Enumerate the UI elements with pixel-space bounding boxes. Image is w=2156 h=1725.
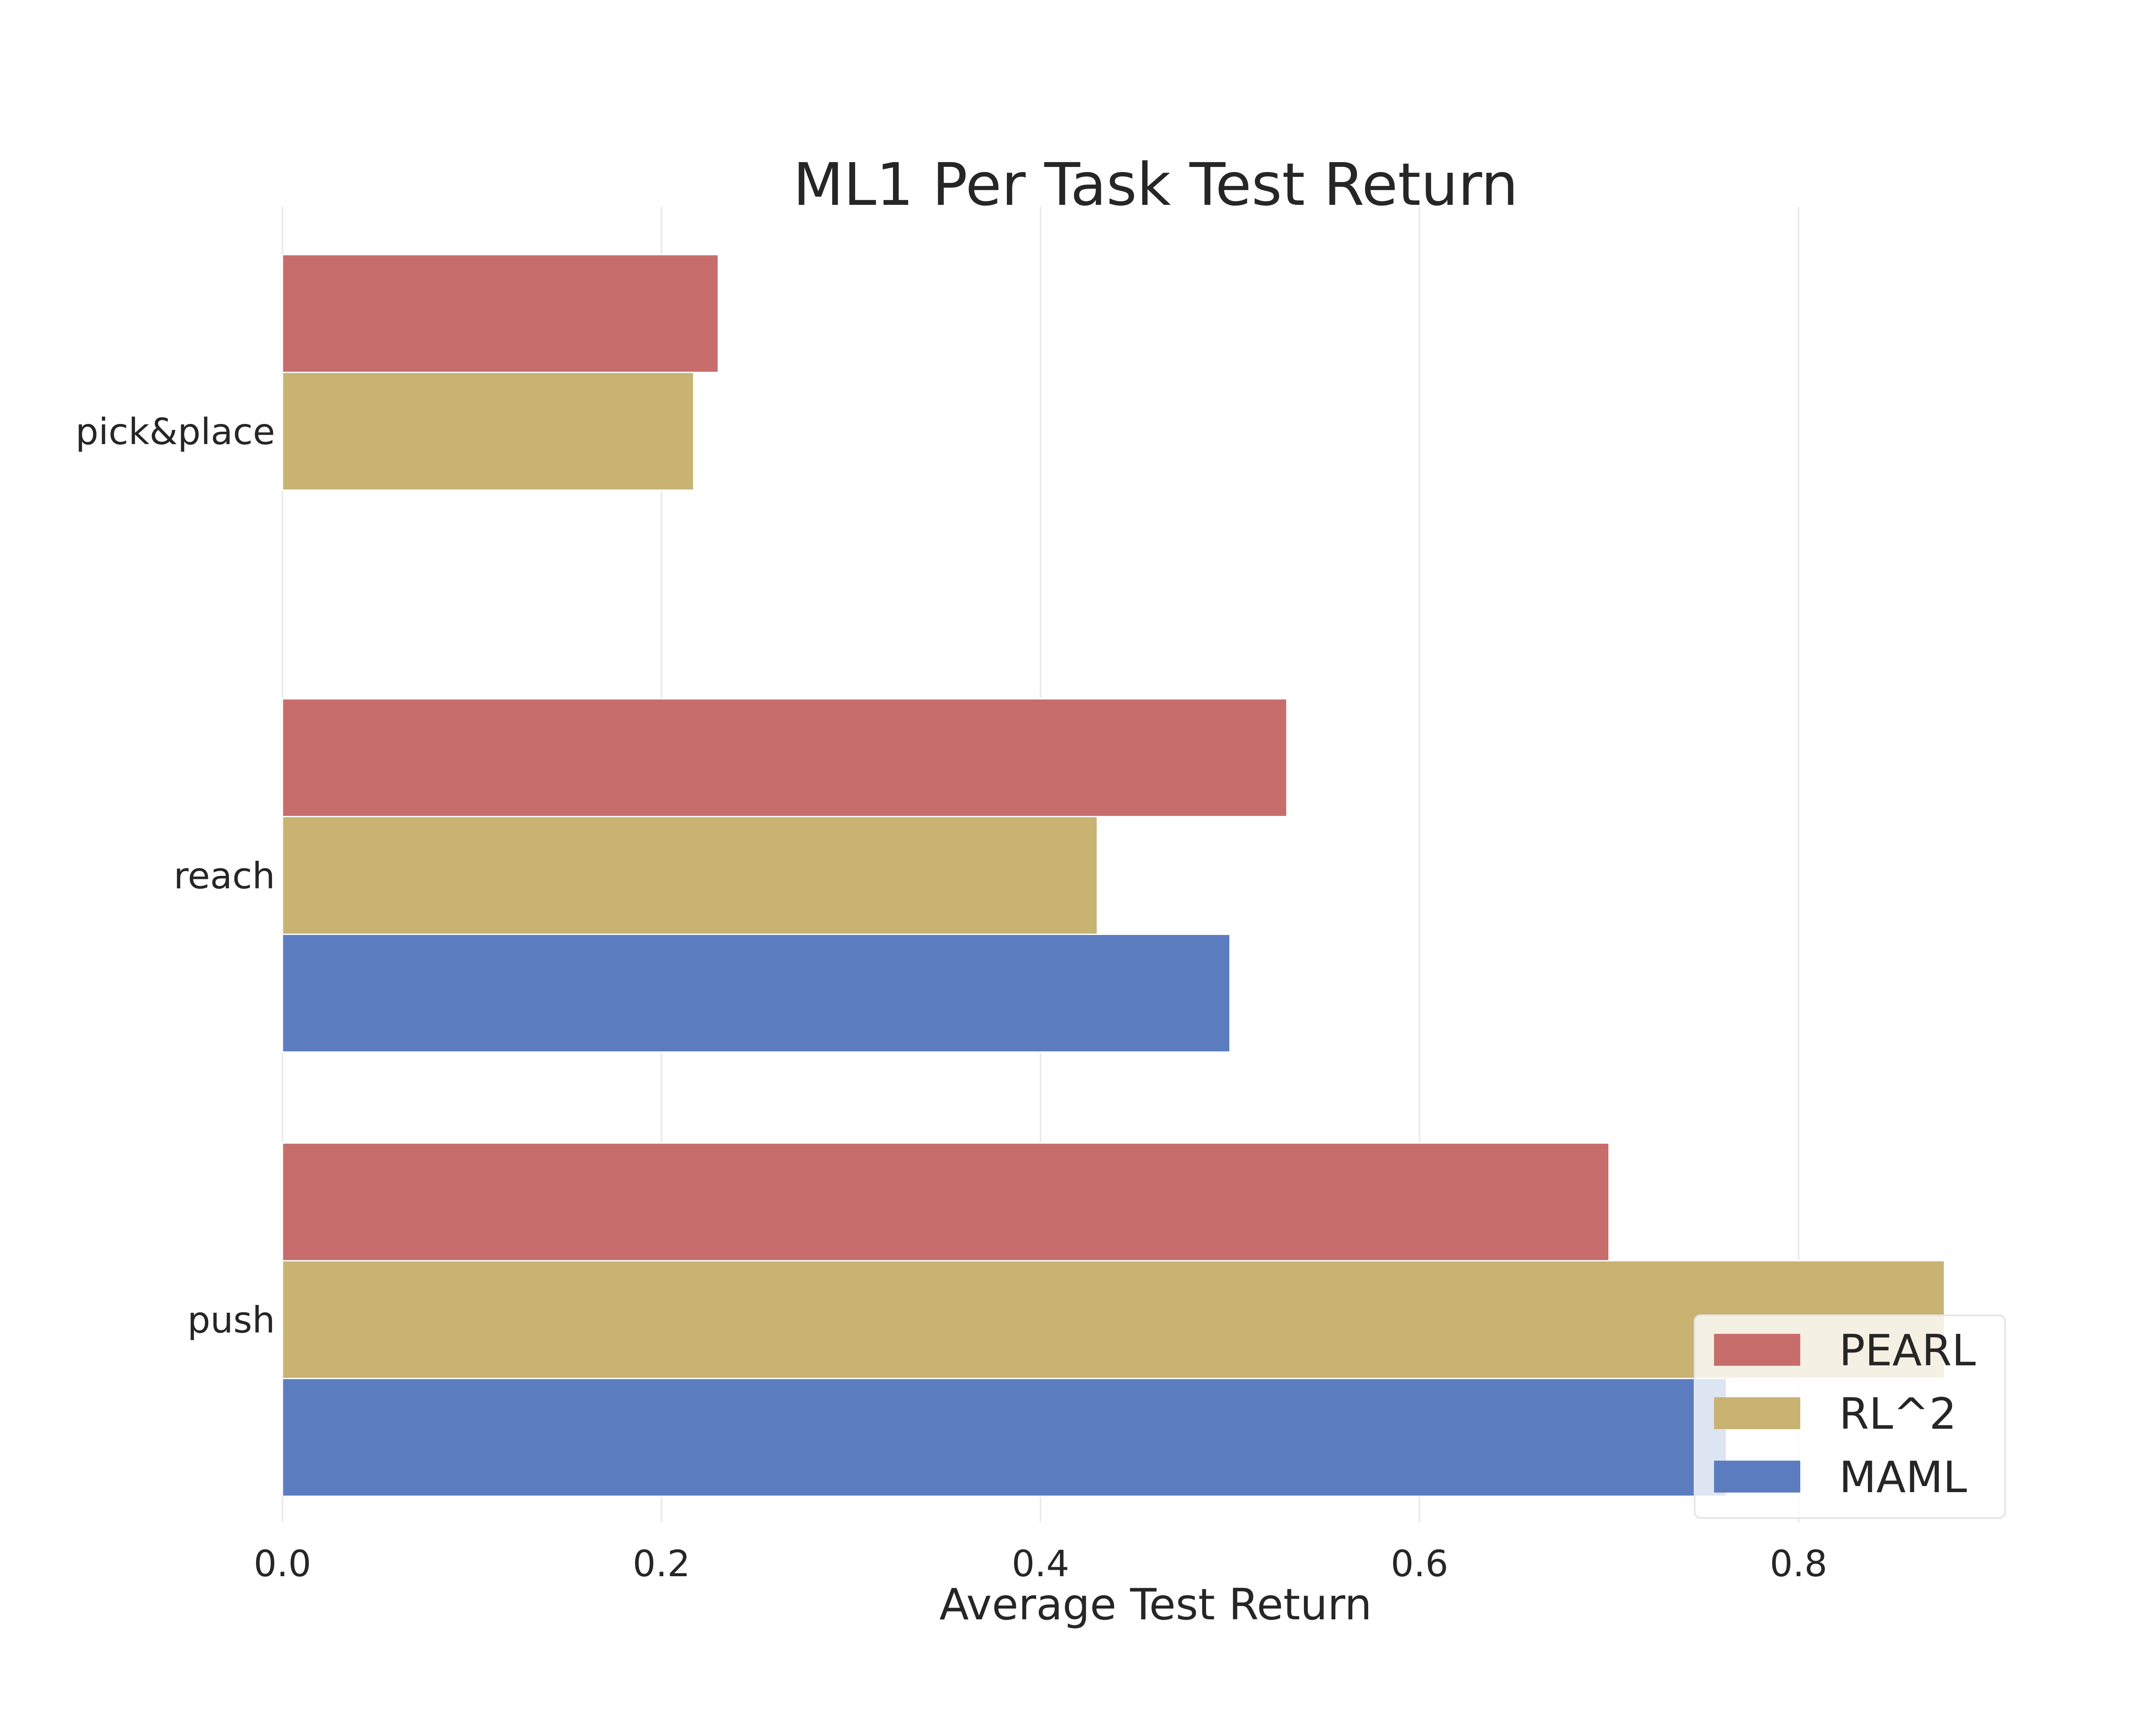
bar-maml-push [282, 1378, 1727, 1497]
bar-rl-2-reach [282, 816, 1098, 935]
bar-rl-2-pick-place [282, 372, 695, 491]
y-tick-label: reach [174, 855, 275, 897]
legend-label-pearl: PEARL [1839, 1325, 1976, 1376]
x-axis-label: Average Test Return [940, 1579, 1372, 1630]
bars [282, 254, 1945, 1497]
y-tick-label: pick&place [75, 411, 275, 453]
x-tick-label: 0.6 [1391, 1543, 1448, 1585]
bar-pearl-pick-place [282, 254, 719, 373]
bar-pearl-push [282, 1142, 1610, 1261]
legend-swatch-maml [1714, 1461, 1800, 1493]
legend-label-rl-2: RL^2 [1839, 1389, 1957, 1439]
x-tick-label: 0.8 [1770, 1543, 1827, 1585]
x-tick-label: 0.0 [254, 1543, 311, 1585]
x-tick-labels: 0.0 0.2 0.4 0.6 0.8 [254, 1543, 1827, 1585]
x-tick-label: 0.4 [1012, 1543, 1069, 1585]
bar-rl-2-push [282, 1260, 1945, 1379]
y-tick-labels: pick&place reach push [75, 411, 275, 1341]
legend-swatch-pearl [1714, 1334, 1800, 1366]
legend-swatch-rl-2 [1714, 1397, 1800, 1429]
bar-pearl-reach [282, 698, 1288, 817]
bar-maml-reach [282, 934, 1231, 1053]
legend: PEARL RL^2 MAML [1694, 1314, 2006, 1519]
x-tick-label: 0.2 [633, 1543, 690, 1585]
chart-title: ML1 Per Task Test Return [793, 151, 1518, 219]
y-tick-label: push [187, 1299, 275, 1341]
legend-label-maml: MAML [1839, 1452, 1967, 1502]
